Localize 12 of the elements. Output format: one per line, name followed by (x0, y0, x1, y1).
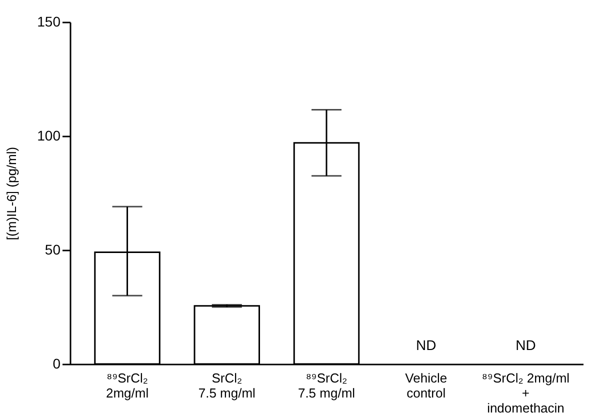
y-tick-label: 50 (44, 242, 61, 258)
x-tick-label: ⁸⁹SrCl₂ 2mg/ml (106, 370, 149, 400)
x-tick-label: ⁸⁹SrCl₂ 2mg/ml + indomethacin (482, 370, 570, 416)
x-tick-label: Vehicle control (405, 370, 448, 400)
y-tick-label: 150 (37, 14, 61, 30)
y-tick-label: 100 (37, 128, 61, 144)
text: ND (516, 337, 536, 353)
text: ND (416, 337, 436, 353)
y-axis-title: [(m)IL-6] (pg/ml) (4, 146, 20, 240)
x-tick-label: ⁸⁹SrCl₂ 7.5 mg/ml (298, 370, 356, 400)
y-tick-label: 0 (52, 356, 61, 372)
x-tick-label: SrCl₂ 7.5 mg/ml (198, 370, 256, 400)
